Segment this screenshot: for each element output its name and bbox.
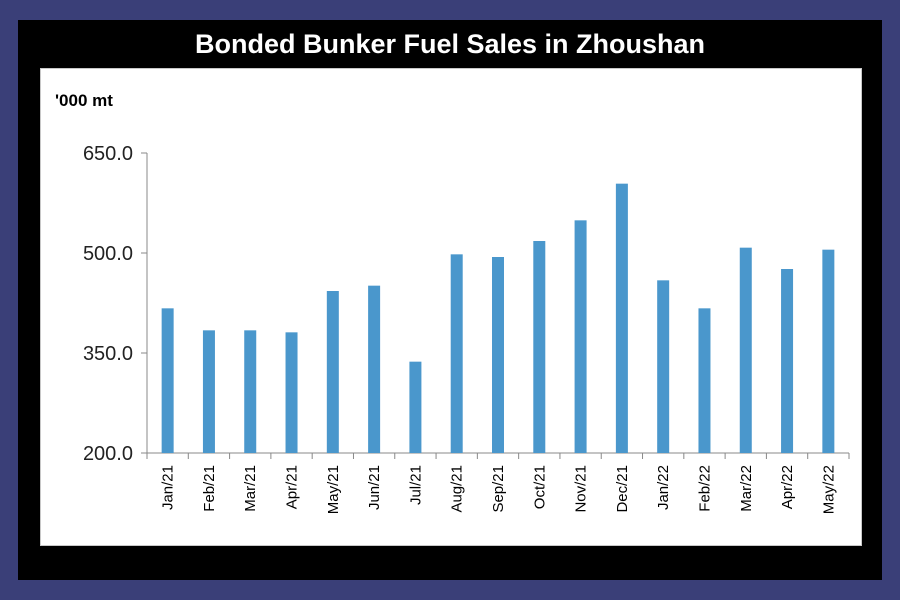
bar bbox=[698, 308, 711, 453]
x-tick-label: Feb/22 bbox=[696, 465, 713, 512]
x-tick-label: May/21 bbox=[325, 465, 342, 514]
bar bbox=[244, 330, 257, 453]
y-tick-label: 650.0 bbox=[83, 143, 133, 165]
x-tick-label: Feb/21 bbox=[201, 465, 218, 512]
bar bbox=[822, 249, 835, 453]
bar bbox=[615, 183, 628, 453]
bar bbox=[285, 332, 298, 453]
bar bbox=[450, 254, 463, 453]
bar-chart: 200.0 350.0 500.0 650.0 Jan/21 Feb/21 Mar/21 Ap… bbox=[83, 143, 850, 514]
bar bbox=[492, 257, 504, 453]
bar bbox=[409, 361, 422, 453]
bar bbox=[202, 330, 215, 453]
bar bbox=[161, 308, 174, 453]
bar bbox=[574, 220, 587, 453]
bar bbox=[533, 241, 546, 453]
bar bbox=[781, 269, 794, 453]
y-tick-label: 200.0 bbox=[83, 443, 133, 465]
bar bbox=[739, 247, 752, 453]
x-tick-label: Mar/21 bbox=[242, 465, 259, 512]
chart-title: Bonded Bunker Fuel Sales in Zhoushan bbox=[194, 29, 706, 59]
x-tick-label: Jan/21 bbox=[160, 465, 177, 510]
x-tick-label: Apr/21 bbox=[284, 465, 301, 509]
y-tick-label: 350.0 bbox=[83, 343, 133, 365]
x-tick-label: Aug/21 bbox=[449, 465, 466, 513]
y-axis-unit-label: '000 mt bbox=[55, 91, 113, 110]
x-tick-label: May/22 bbox=[820, 465, 837, 514]
x-tick-label: Sep/21 bbox=[490, 465, 507, 513]
x-tick-label: Dec/21 bbox=[614, 465, 631, 513]
chart-frame: Bonded Bunker Fuel Sales in Zhoushan 200… bbox=[18, 20, 882, 580]
x-tick-label: Oct/21 bbox=[531, 465, 548, 509]
x-tick-label: Mar/22 bbox=[738, 465, 755, 512]
bar bbox=[326, 291, 339, 453]
x-tick-label: Jul/21 bbox=[407, 465, 424, 505]
bar bbox=[657, 280, 670, 453]
x-tick-label: Jan/22 bbox=[655, 465, 672, 510]
bar bbox=[368, 285, 381, 453]
y-tick-label: 500.0 bbox=[83, 243, 133, 265]
x-tick-label: Apr/22 bbox=[779, 465, 796, 509]
x-tick-label: Nov/21 bbox=[573, 465, 590, 513]
plot-panel: 200.0 350.0 500.0 650.0 Jan/21 Feb/21 Mar/21 Ap… bbox=[40, 68, 862, 546]
x-tick-label: Jun/21 bbox=[366, 465, 383, 510]
